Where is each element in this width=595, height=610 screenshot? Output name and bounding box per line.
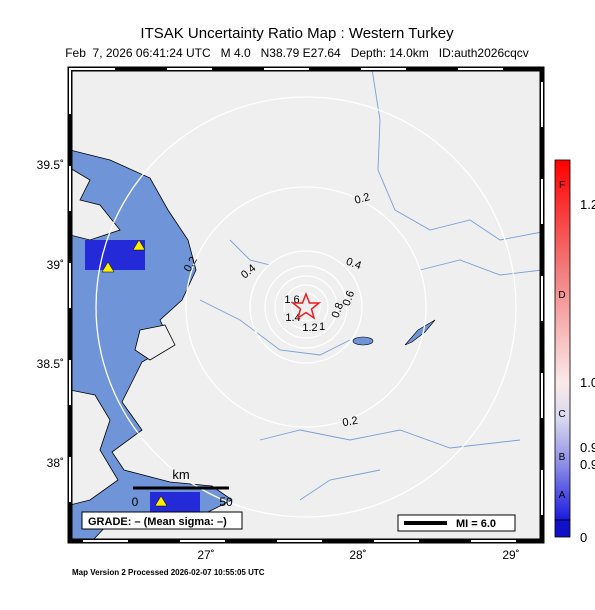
- colorbar-zero: [554, 519, 571, 538]
- contour-label: 1.4: [285, 312, 300, 324]
- station: [154, 495, 168, 507]
- lat-label: 38.5˚: [37, 357, 64, 371]
- peninsula: [134, 324, 176, 361]
- scale-unit: km: [172, 467, 189, 482]
- station: [132, 239, 146, 251]
- colorbar-value: 0.9: [580, 440, 595, 455]
- contour-label: 0.6: [341, 289, 358, 307]
- colorbar: [554, 159, 571, 521]
- subtitle: Feb 7, 2026 06:41:24 UTC M 4.0 N38.79 E2…: [65, 46, 529, 60]
- colorbar-value: 1.0: [580, 375, 595, 390]
- rivers: [199, 69, 542, 501]
- scale-end: 50: [219, 495, 233, 509]
- grade-box: [81, 511, 243, 530]
- contour-label: 1.2: [302, 322, 317, 334]
- lake: [404, 319, 436, 346]
- colorbar-value: 1.2: [580, 197, 595, 212]
- grade-text: GRADE: – (Mean sigma: –): [88, 516, 227, 528]
- contour-label: 0.4: [344, 256, 362, 273]
- colorbar-value: 0: [580, 530, 587, 545]
- lon-label: 27˚: [197, 548, 214, 562]
- contour-label: 0.8: [330, 301, 347, 319]
- scale-start: 0: [132, 495, 139, 509]
- lat-label: 39.5˚: [37, 158, 64, 172]
- station: [101, 261, 115, 273]
- grade-patch: [85, 240, 145, 270]
- lake: [352, 336, 374, 346]
- lat-label: 38˚: [47, 456, 64, 470]
- grade-label: B: [559, 452, 566, 463]
- grade-label: D: [558, 290, 565, 301]
- contour-label: 0.2: [353, 191, 371, 207]
- title: ITSAK Uncertainty Ratio Map : Western Tu…: [140, 25, 454, 42]
- peninsula: [70, 389, 119, 506]
- peninsula: [70, 167, 121, 241]
- grade-patch: [150, 492, 200, 512]
- lon-label: 29˚: [502, 548, 519, 562]
- grade-label: F: [559, 180, 565, 191]
- grade-label: C: [558, 409, 565, 420]
- grade-label: A: [559, 490, 566, 501]
- colorbar-value: 0.9: [580, 457, 595, 472]
- contour-label: 0.2: [342, 415, 359, 429]
- mi-box: [397, 514, 516, 532]
- epicenter: [290, 291, 322, 320]
- lat-label: 39˚: [47, 258, 64, 272]
- contour-label: 1.6: [284, 294, 299, 306]
- map: 0.20.20.20.4 0.41.61.41.2 10.80.6 km 0 50 …: [70, 69, 542, 541]
- footer: Map Version 2 Processed 2026-02-07 10:55…: [72, 568, 265, 577]
- mi-text: MI = 6.0: [456, 518, 496, 530]
- frame-ticks: [69, 68, 543, 542]
- lon-label: 28˚: [349, 548, 366, 562]
- contour-label: 1: [319, 321, 325, 333]
